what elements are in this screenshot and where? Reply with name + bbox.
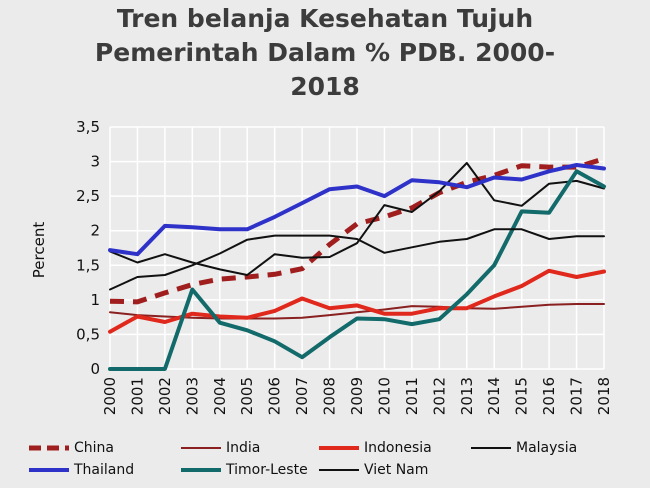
y-axis-label: Percent — [30, 222, 48, 279]
chart-title-line-2: Pemerintah Dalam % PDB. 2000- — [94, 38, 556, 67]
chart-title-line-1: Tren belanja Kesehatan Tujuh — [116, 4, 534, 33]
gridlines — [109, 126, 605, 370]
x-tick-label: 2003 — [183, 377, 201, 415]
series-line-thailand — [108, 163, 606, 257]
y-tick-label: 2,5 — [76, 187, 100, 205]
y-tick-label: 3 — [90, 153, 100, 171]
x-tick-label: 2017 — [568, 377, 586, 415]
x-tick-label: 2000 — [101, 377, 119, 415]
x-tick-label: 2004 — [211, 377, 229, 415]
x-tick-label: 2010 — [375, 377, 393, 415]
x-tick-label: 2013 — [458, 377, 476, 415]
chart-title: Tren belanja Kesehatan Tujuh Pemerintah … — [0, 2, 650, 104]
series-line-indonesia — [108, 268, 606, 334]
series-line-china — [109, 156, 605, 305]
x-tick-label: 2006 — [266, 377, 284, 415]
y-tick-label: 2 — [90, 222, 100, 240]
x-tick-label: 2009 — [348, 377, 366, 415]
series-line-viet-nam — [109, 228, 605, 291]
x-tick-label: 2001 — [128, 377, 146, 415]
series-line-india — [109, 303, 605, 320]
y-tick-label: 0 — [90, 360, 100, 378]
x-tick-label: 2005 — [238, 377, 256, 415]
series-lines — [108, 156, 606, 371]
y-tick-labels: 0 0,5 1 1,5 2 2,5 3 3,5 — [76, 118, 100, 378]
y-tick-label: 0,5 — [76, 325, 100, 343]
chart-title-line-3: 2018 — [290, 72, 360, 101]
x-tick-label: 2018 — [595, 377, 613, 415]
x-tick-label: 2002 — [156, 377, 174, 415]
x-tick-label: 2007 — [293, 377, 311, 415]
x-tick-label: 2016 — [540, 377, 558, 415]
y-tick-label: 3,5 — [76, 118, 100, 136]
x-tick-label: 2011 — [403, 377, 421, 415]
x-tick-label: 2015 — [513, 377, 531, 415]
x-tick-labels: 2000 2001 2002 2003 2004 2005 2006 2007 2008 2009… — [101, 377, 613, 415]
series-line-malaysia — [109, 162, 605, 276]
y-tick-label: 1 — [90, 291, 100, 309]
x-tick-label: 2012 — [430, 377, 448, 415]
y-tick-label: 1,5 — [76, 256, 100, 274]
series-line-timor-leste — [108, 169, 606, 371]
x-tick-label: 2014 — [485, 377, 503, 415]
x-tick-label: 2008 — [321, 377, 339, 415]
